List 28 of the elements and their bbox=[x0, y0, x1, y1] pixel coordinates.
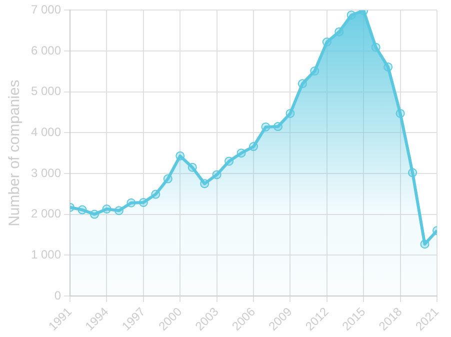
point bbox=[188, 162, 197, 172]
point bbox=[286, 108, 295, 118]
point bbox=[151, 190, 160, 199]
point bbox=[420, 240, 430, 249]
point bbox=[176, 151, 185, 160]
point bbox=[298, 79, 307, 88]
point bbox=[396, 108, 405, 118]
point bbox=[408, 168, 418, 178]
point bbox=[334, 27, 344, 36]
point bbox=[78, 205, 87, 214]
point bbox=[249, 142, 258, 152]
point bbox=[212, 170, 222, 180]
point bbox=[114, 206, 124, 216]
point bbox=[138, 198, 148, 207]
point bbox=[384, 62, 393, 72]
point bbox=[273, 122, 282, 132]
point bbox=[236, 148, 246, 158]
point bbox=[163, 174, 172, 184]
point bbox=[310, 66, 320, 76]
point bbox=[371, 42, 380, 52]
point bbox=[102, 204, 112, 214]
point bbox=[200, 179, 210, 188]
point bbox=[224, 156, 234, 166]
point bbox=[261, 122, 270, 132]
point bbox=[346, 10, 356, 20]
point bbox=[126, 198, 136, 208]
point bbox=[90, 210, 99, 219]
point bbox=[322, 38, 332, 47]
